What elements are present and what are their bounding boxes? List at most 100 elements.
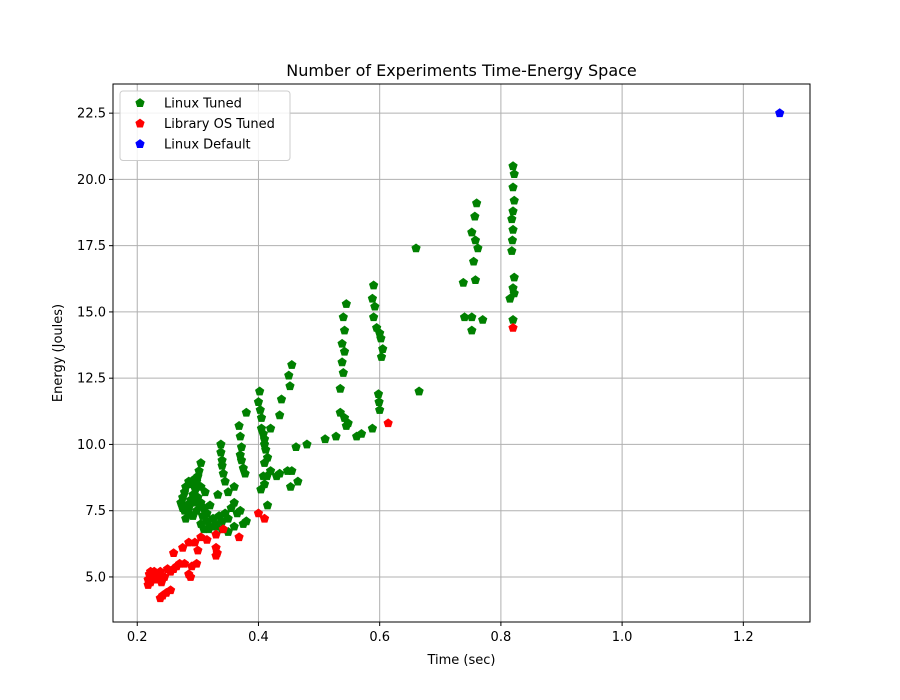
data-point	[468, 256, 479, 266]
x-tick-label: 1.0	[612, 630, 633, 645]
data-point	[178, 542, 188, 552]
data-point	[509, 169, 519, 179]
data-point	[218, 468, 228, 478]
y-tick-label: 7.5	[85, 504, 106, 519]
data-point	[458, 277, 468, 287]
data-point	[259, 458, 270, 467]
data-point	[155, 593, 165, 603]
data-point	[367, 293, 378, 303]
data-point	[341, 299, 351, 308]
data-point	[368, 280, 379, 290]
data-point	[236, 455, 247, 465]
data-point	[253, 508, 264, 518]
data-point	[352, 431, 362, 441]
data-point	[467, 312, 477, 322]
x-tick-label: 0.8	[491, 630, 512, 645]
data-point	[218, 524, 228, 534]
data-point	[285, 481, 296, 491]
data-point	[205, 500, 215, 510]
data-point	[509, 272, 519, 282]
data-point	[256, 484, 266, 494]
y-tick-label: 10.0	[77, 438, 106, 453]
data-point	[467, 227, 477, 237]
data-point	[320, 434, 330, 444]
data-point	[255, 386, 265, 396]
data-point	[505, 293, 515, 303]
data-point	[338, 312, 348, 322]
data-point	[508, 322, 518, 332]
data-point	[370, 301, 380, 311]
data-point	[229, 521, 239, 531]
data-point	[284, 370, 294, 380]
legend-label: Linux Default	[164, 138, 251, 153]
x-tick-label: 1.2	[733, 630, 754, 645]
data-point	[196, 481, 206, 491]
data-point	[375, 405, 385, 414]
points-layer	[143, 108, 785, 603]
data-point	[775, 108, 785, 118]
data-point	[339, 346, 350, 356]
y-tick-label: 15.0	[77, 305, 106, 320]
data-point	[181, 513, 191, 523]
data-point	[470, 211, 480, 221]
data-point	[211, 550, 221, 560]
data-point	[508, 224, 518, 234]
series-0	[176, 161, 519, 536]
y-axis-label: Energy (Joules)	[51, 304, 66, 402]
data-point	[196, 458, 206, 467]
data-point	[235, 505, 245, 515]
x-tick-label: 0.2	[127, 630, 148, 645]
data-point	[291, 442, 301, 452]
data-point	[261, 444, 271, 454]
data-point	[220, 476, 230, 486]
y-tick-label: 5.0	[85, 570, 106, 585]
data-point	[368, 312, 379, 322]
data-point	[376, 333, 386, 343]
data-point	[467, 325, 477, 335]
ticks-layer: 0.2 0.4 0.6 0.8 1.0 1.2 5.0 7.5 10.0 12.5 15.0 17.5…	[77, 107, 754, 645]
data-point	[184, 537, 194, 547]
data-point	[339, 325, 350, 335]
data-point	[216, 447, 226, 457]
data-point	[162, 564, 173, 573]
data-point	[262, 471, 272, 481]
data-point	[240, 468, 250, 478]
plot-frame	[112, 83, 811, 623]
legend-marker	[135, 98, 145, 107]
data-point	[338, 368, 348, 377]
data-point	[213, 489, 223, 499]
data-point	[217, 460, 227, 470]
data-point	[256, 413, 267, 422]
data-point	[367, 423, 378, 433]
data-point	[470, 275, 481, 285]
data-point	[236, 442, 247, 452]
data-point	[194, 500, 204, 510]
data-point	[331, 431, 341, 441]
data-point	[168, 548, 179, 558]
data-point	[341, 421, 351, 430]
data-point	[337, 357, 347, 367]
data-point	[253, 397, 264, 406]
data-point	[507, 235, 518, 245]
chart-title: Number of Experiments Time-Energy Space	[286, 61, 637, 80]
data-point	[235, 431, 245, 441]
legend-box	[119, 90, 291, 161]
data-point	[229, 497, 239, 507]
data-point	[223, 513, 233, 523]
data-point	[211, 529, 221, 539]
data-point	[470, 235, 481, 245]
data-point	[196, 532, 206, 542]
data-point	[234, 532, 244, 542]
data-point	[259, 513, 270, 523]
data-point	[508, 182, 518, 192]
data-point	[335, 383, 345, 393]
data-point	[378, 344, 388, 353]
data-point	[376, 352, 387, 361]
data-point	[383, 418, 393, 428]
y-tick-label: 20.0	[77, 173, 106, 188]
data-point	[229, 481, 239, 491]
data-point	[158, 572, 168, 581]
data-point	[196, 519, 206, 528]
